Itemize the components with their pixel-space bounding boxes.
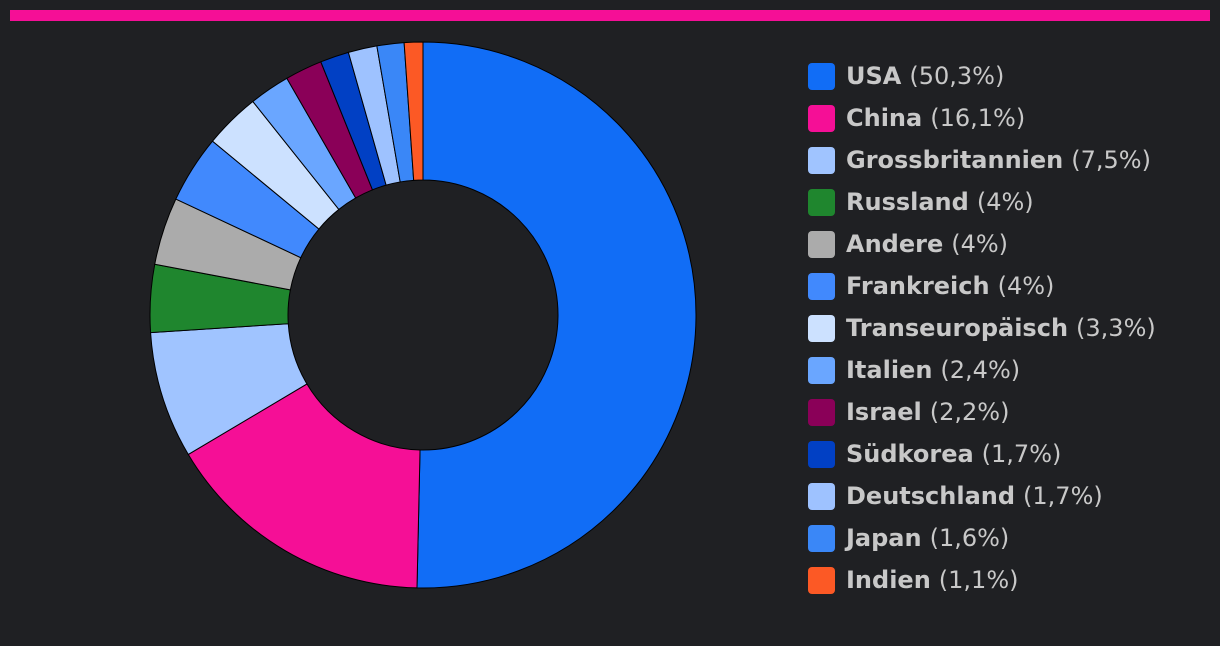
- legend-label: Südkorea: [846, 440, 974, 468]
- legend-item-11: Japan (1,6%): [808, 517, 1156, 559]
- donut-chart: [149, 41, 697, 589]
- donut-slices: [149, 41, 697, 589]
- legend-swatch: [808, 356, 835, 384]
- slice-12: [403, 41, 424, 181]
- legend-value: (3,3%): [1076, 314, 1156, 342]
- legend-value: (50,3%): [909, 62, 1005, 90]
- legend-value: (1,1%): [938, 566, 1019, 594]
- legend-swatch: [808, 62, 835, 90]
- legend-value: (4%): [951, 230, 1009, 258]
- legend-value: (7,5%): [1071, 146, 1151, 174]
- legend-item-4: Andere (4%): [808, 223, 1156, 265]
- legend-swatch: [808, 230, 835, 258]
- legend-item-2: Grossbritannien (7,5%): [808, 139, 1156, 181]
- legend-item-0: USA (50,3%): [808, 55, 1156, 97]
- legend-value: (2,4%): [940, 356, 1021, 384]
- legend-item-9: Südkorea (1,7%): [808, 433, 1156, 475]
- slice-1: [187, 383, 421, 589]
- legend-value: (1,7%): [1023, 482, 1103, 510]
- legend-swatch: [808, 566, 835, 594]
- legend-value: (1,6%): [929, 524, 1010, 552]
- legend-label: Russland: [846, 188, 969, 216]
- legend-label: Deutschland: [846, 482, 1016, 510]
- accent-bar: [10, 10, 1210, 21]
- legend-label: USA: [846, 62, 902, 90]
- legend-item-10: Deutschland (1,7%): [808, 475, 1156, 517]
- legend-label: Andere: [846, 230, 944, 258]
- slice-0: [416, 41, 697, 589]
- legend-value: (2,2%): [929, 398, 1010, 426]
- legend-swatch: [808, 440, 835, 468]
- legend-label: Japan: [846, 524, 922, 552]
- legend-value: (1,7%): [981, 440, 1062, 468]
- legend-label: Italien: [846, 356, 933, 384]
- legend-value: (4%): [976, 188, 1034, 216]
- legend-swatch: [808, 482, 835, 510]
- legend-item-7: Italien (2,4%): [808, 349, 1156, 391]
- legend-swatch: [808, 146, 835, 174]
- legend-item-5: Frankreich (4%): [808, 265, 1156, 307]
- legend-swatch: [808, 104, 835, 132]
- legend-swatch: [808, 188, 835, 216]
- legend-value: (4%): [997, 272, 1055, 300]
- legend-label: Transeuropäisch: [846, 314, 1069, 342]
- legend-label: Grossbritannien: [846, 146, 1064, 174]
- legend-item-6: Transeuropäisch (3,3%): [808, 307, 1156, 349]
- legend-label: Israel: [846, 398, 922, 426]
- legend-item-3: Russland (4%): [808, 181, 1156, 223]
- legend-item-12: Indien (1,1%): [808, 559, 1156, 601]
- legend-swatch: [808, 524, 835, 552]
- legend-label: Indien: [846, 566, 931, 594]
- legend-label: Frankreich: [846, 272, 990, 300]
- legend-item-1: China (16,1%): [808, 97, 1156, 139]
- legend-value: (16,1%): [930, 104, 1026, 132]
- legend-swatch: [808, 314, 835, 342]
- chart-legend: USA (50,3%) China (16,1%) Grossbritannien (7,…: [808, 55, 1156, 601]
- legend-item-8: Israel (2,2%): [808, 391, 1156, 433]
- legend-swatch: [808, 398, 835, 426]
- legend-label: China: [846, 104, 923, 132]
- legend-swatch: [808, 272, 835, 300]
